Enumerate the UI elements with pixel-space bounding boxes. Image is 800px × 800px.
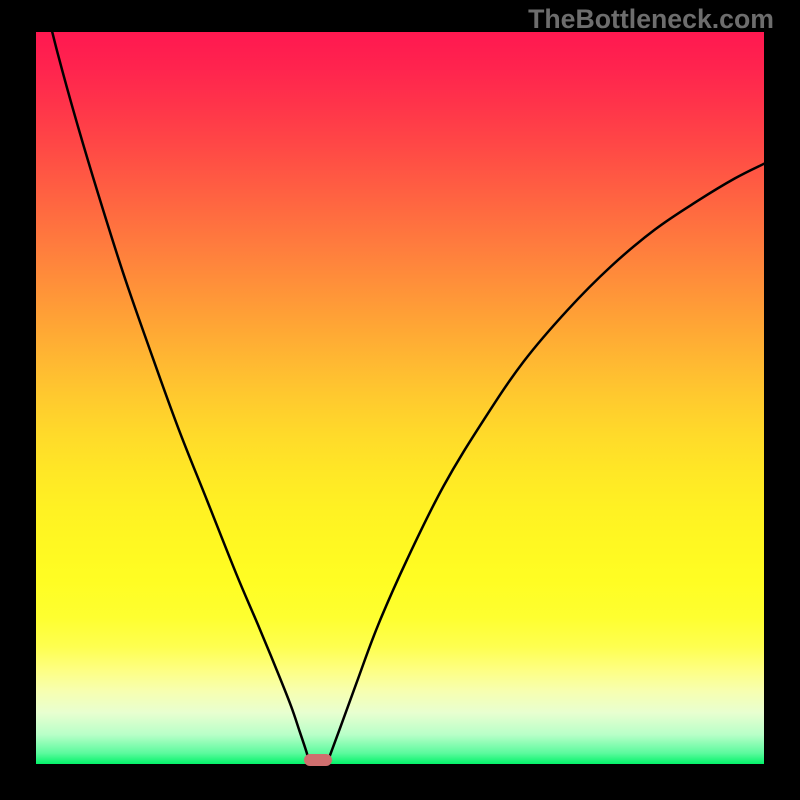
bottleneck-marker bbox=[304, 754, 332, 766]
gradient-background bbox=[36, 32, 764, 764]
plot-area bbox=[36, 32, 764, 764]
watermark-text: TheBottleneck.com bbox=[528, 4, 774, 35]
figure-container: TheBottleneck.com bbox=[0, 0, 800, 800]
